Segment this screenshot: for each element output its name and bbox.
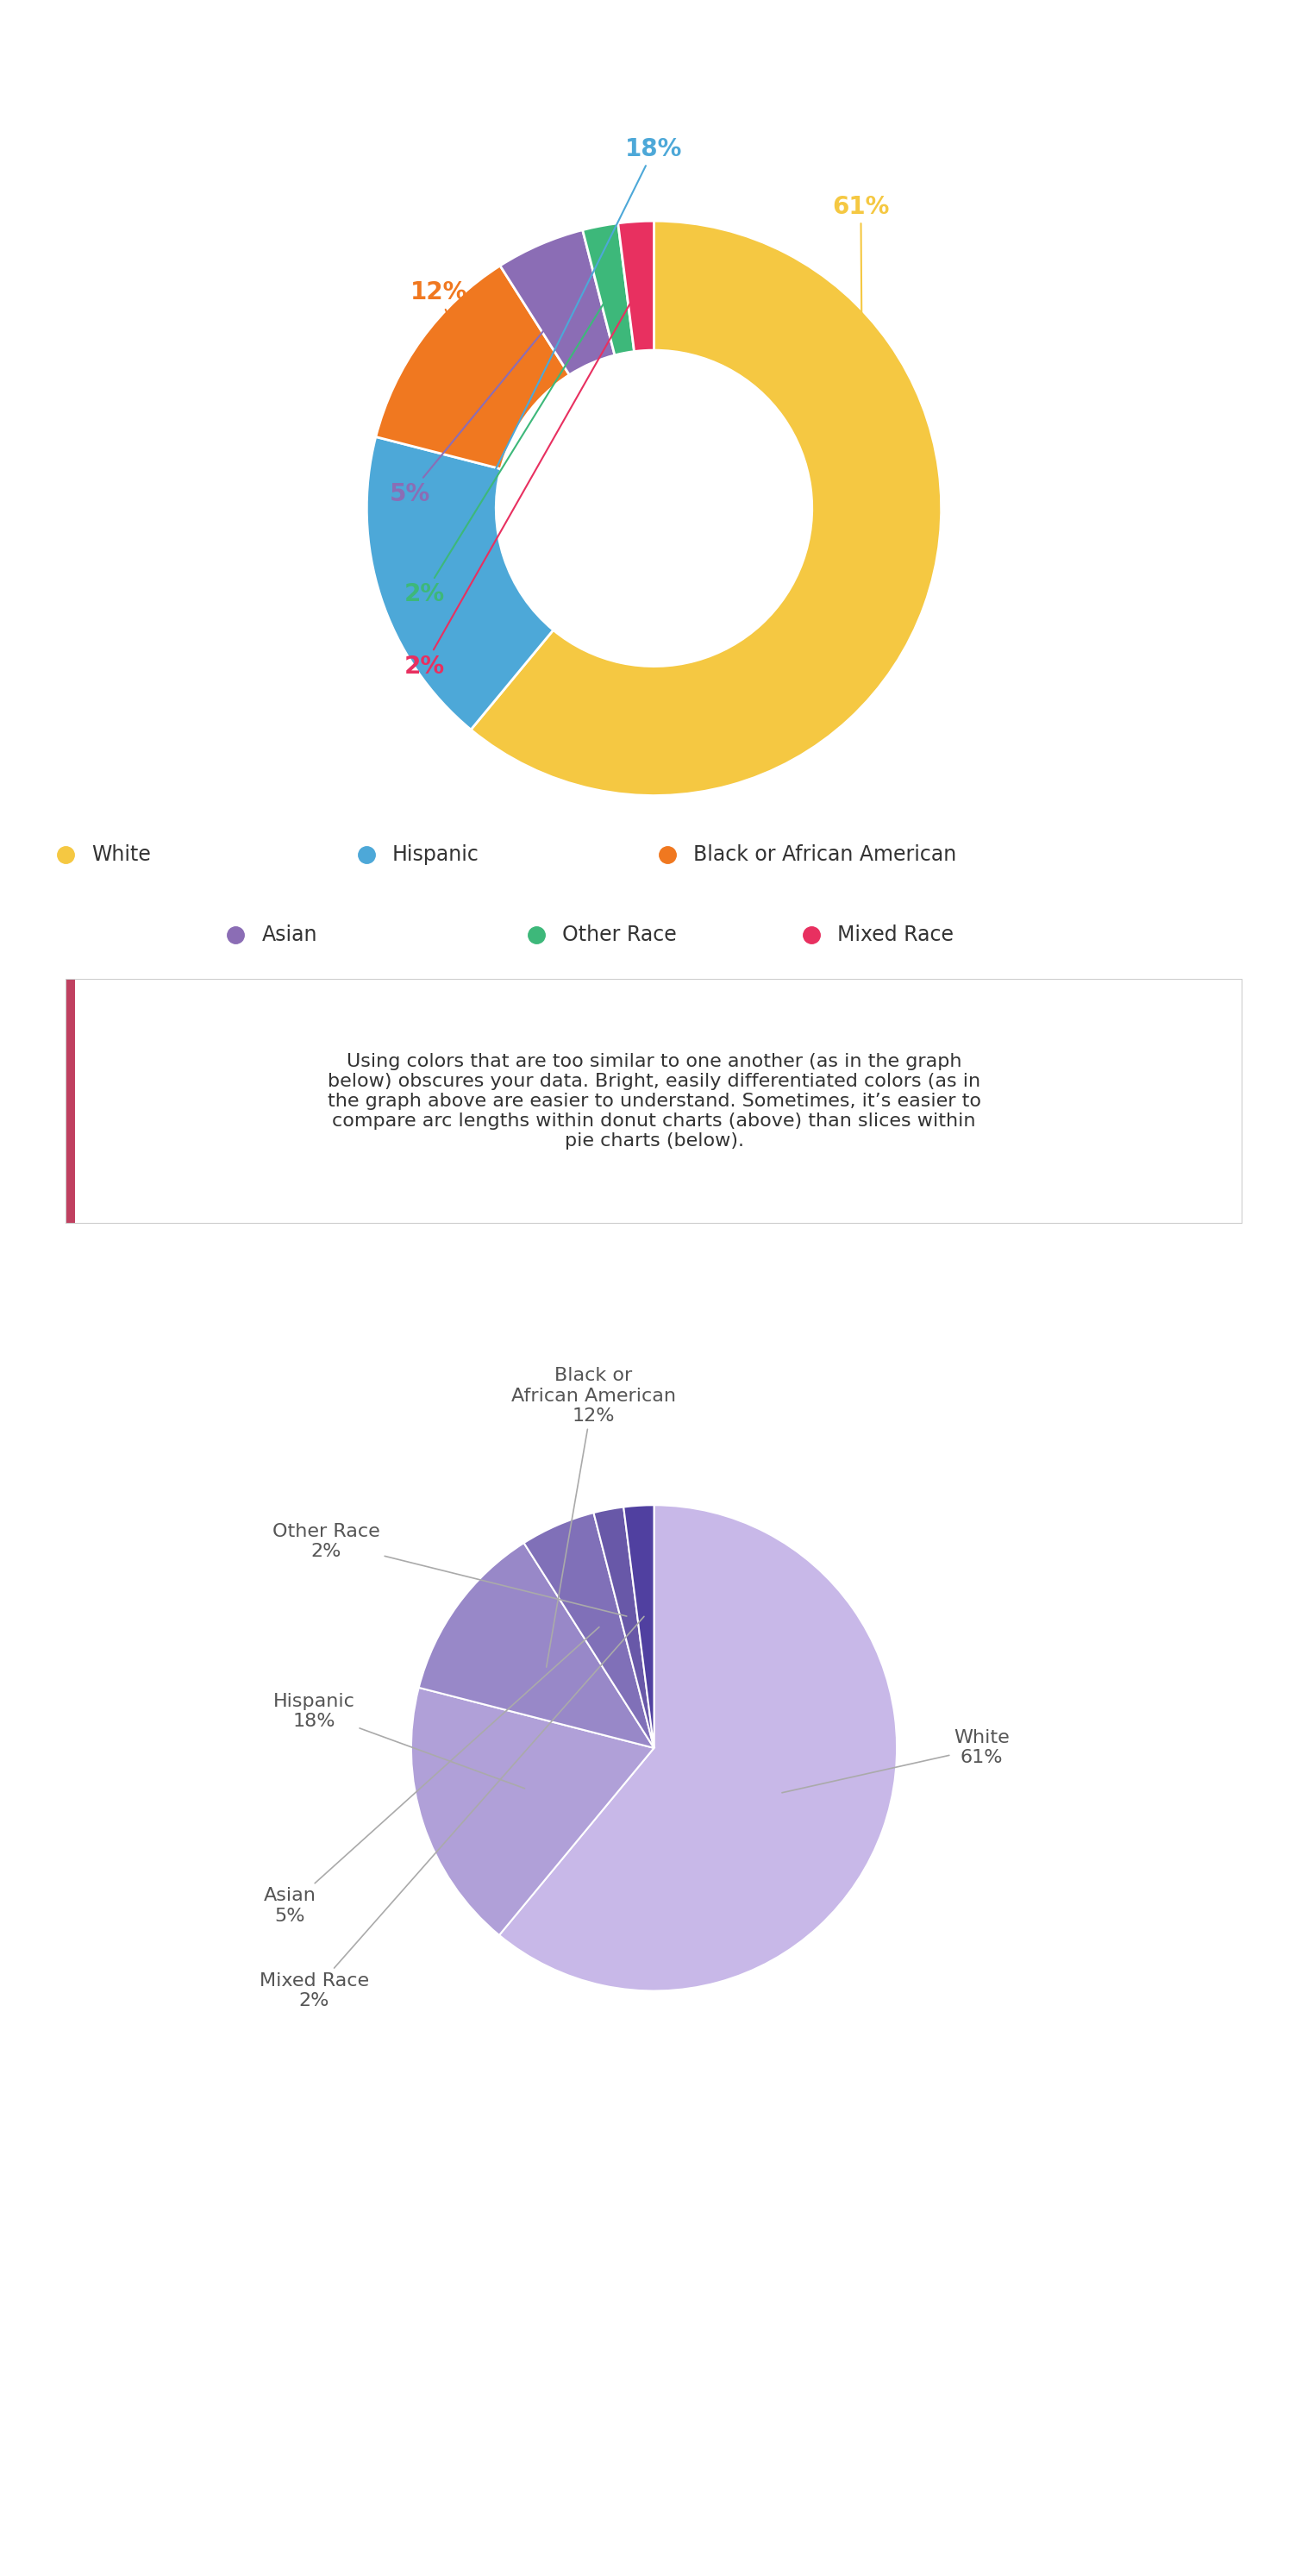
- Text: Figure 1: Student Population by Race: Figure 1: Student Population by Race: [12, 36, 566, 59]
- Text: Black or
African American
12%: Black or African American 12%: [511, 1368, 676, 1667]
- Text: 12%: 12%: [409, 281, 473, 376]
- Text: Mixed Race
2%: Mixed Race 2%: [259, 1618, 644, 2009]
- Bar: [65, 979, 75, 1224]
- Text: 5%: 5%: [390, 307, 564, 505]
- Text: Mixed Race: Mixed Race: [837, 925, 954, 945]
- Text: Asian
5%: Asian 5%: [263, 1628, 599, 1924]
- Wedge shape: [617, 222, 654, 350]
- Text: Other Race
2%: Other Race 2%: [272, 1522, 627, 1615]
- Wedge shape: [594, 1507, 654, 1749]
- Wedge shape: [375, 265, 569, 469]
- Text: 61%: 61%: [832, 196, 889, 582]
- Text: Using colors that are too similar to one another (as in the graph
below) obscure: Using colors that are too similar to one…: [327, 1054, 981, 1149]
- Text: 18%: 18%: [443, 137, 683, 574]
- Wedge shape: [411, 1687, 654, 1935]
- Text: Black or African American: Black or African American: [693, 845, 956, 866]
- Text: 2%: 2%: [404, 291, 611, 605]
- Wedge shape: [582, 224, 634, 355]
- Wedge shape: [500, 229, 615, 376]
- Wedge shape: [419, 1543, 654, 1749]
- Text: 2%: 2%: [404, 289, 638, 677]
- Text: Hispanic
18%: Hispanic 18%: [273, 1692, 525, 1788]
- Wedge shape: [500, 1504, 897, 1991]
- Wedge shape: [471, 222, 942, 796]
- Wedge shape: [525, 1512, 654, 1749]
- Text: Other Race: Other Race: [562, 925, 678, 945]
- Text: White: White: [92, 845, 150, 866]
- Wedge shape: [624, 1504, 654, 1749]
- Wedge shape: [366, 438, 553, 729]
- Text: Asian: Asian: [262, 925, 318, 945]
- Text: Hispanic: Hispanic: [392, 845, 479, 866]
- Text: White
61%: White 61%: [782, 1728, 1010, 1793]
